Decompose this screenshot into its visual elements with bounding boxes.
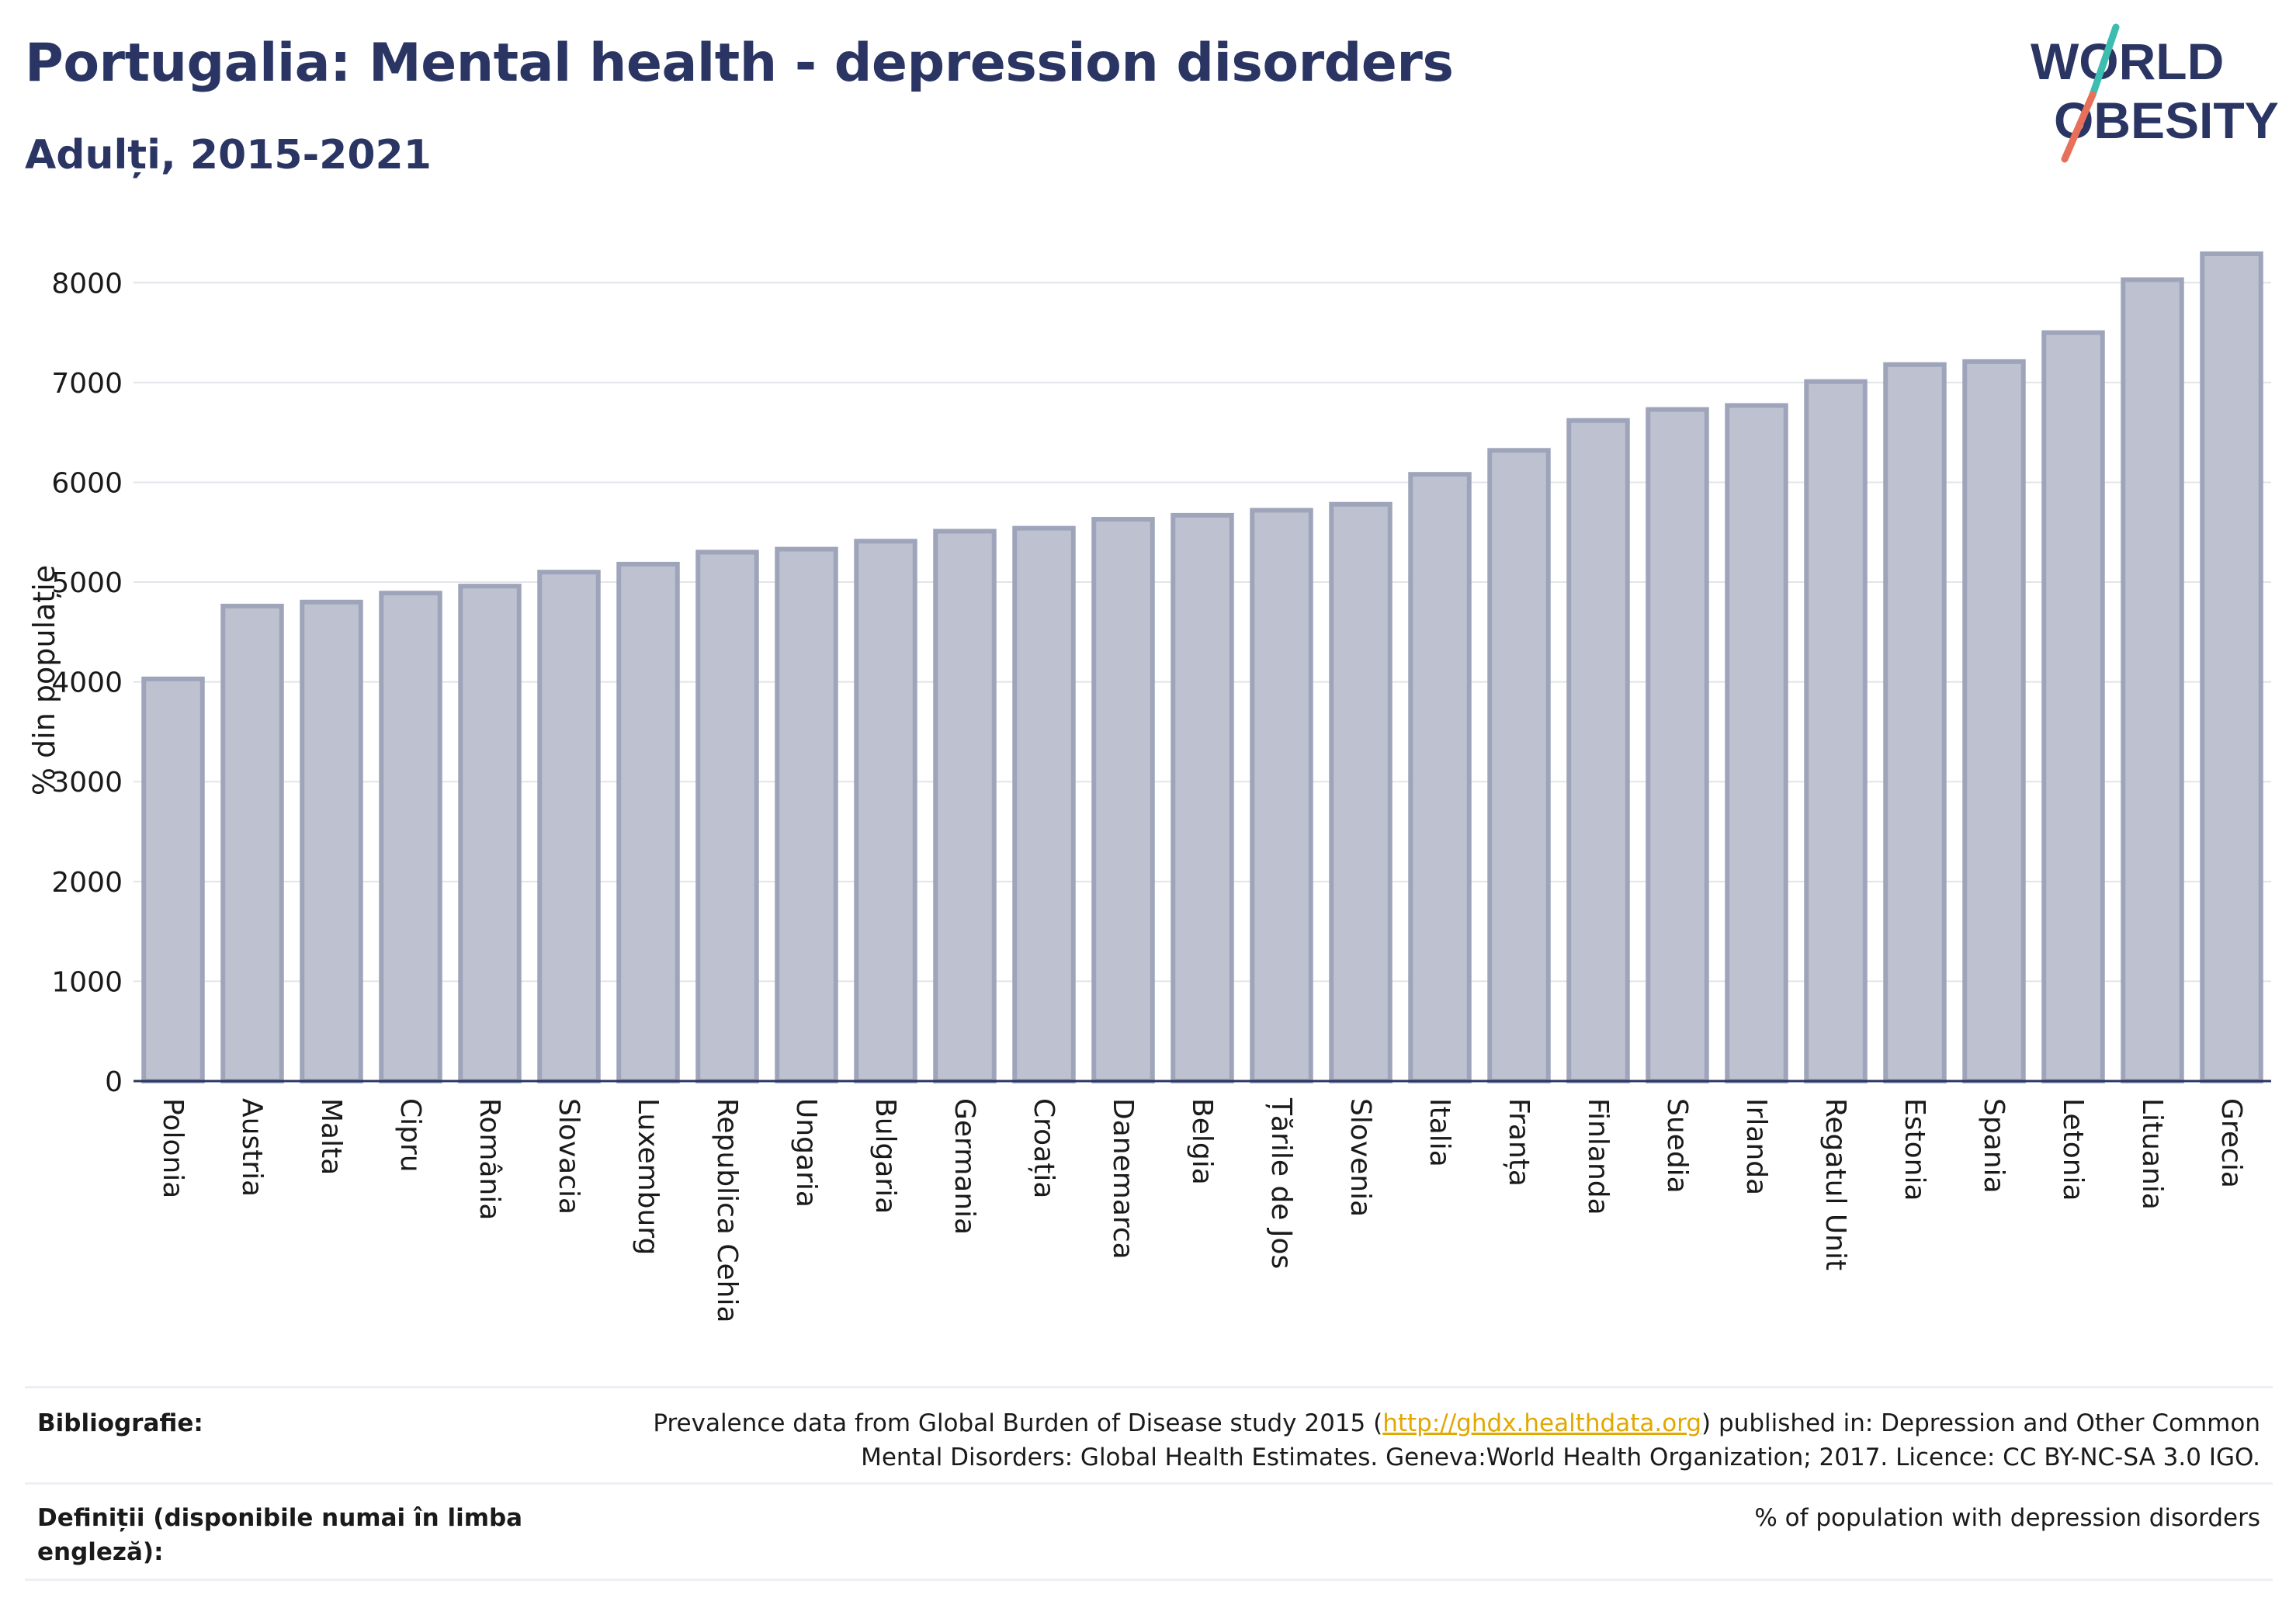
bar <box>1091 517 1155 1083</box>
footer-divider-top <box>25 1386 2273 1388</box>
x-tick-label: Irlanda <box>1740 1098 1772 1195</box>
x-tick-label: Austria <box>236 1098 268 1197</box>
bar <box>1250 508 1313 1083</box>
bar <box>537 570 601 1083</box>
x-tick-label: Grecia <box>2215 1098 2247 1188</box>
bar <box>695 549 759 1083</box>
bar <box>1725 403 1788 1083</box>
y-axis-label: % din populație <box>27 565 61 795</box>
y-tick-label: 0 <box>105 1066 123 1098</box>
x-tick-label: Finlanda <box>1582 1098 1614 1215</box>
x-tick-label: Ungaria <box>790 1098 822 1208</box>
logo-slash-teal <box>2089 23 2120 99</box>
bar-chart: 0 1000 2000 3000 4000 5000 6000 7000 8000 Polonia… <box>27 251 2271 1323</box>
bar <box>2121 277 2184 1083</box>
footer-divider-bottom <box>25 1579 2273 1581</box>
chart-subtitle: Adulți, 2015-2021 <box>25 132 432 178</box>
definitions-text: % of population with depression disorder… <box>1754 1504 2260 1532</box>
x-tick-label: Luxemburg <box>632 1098 664 1255</box>
bar <box>1329 501 1393 1083</box>
x-tick-label: Lituania <box>2136 1098 2168 1210</box>
x-tick-label: România <box>473 1098 505 1220</box>
definitions-label: Definiții (disponibile numai în limba en… <box>37 1504 523 1566</box>
bar <box>1646 407 1709 1083</box>
bar <box>1487 448 1551 1083</box>
y-tick-label: 7000 <box>51 368 123 400</box>
x-tick-label: Belgia <box>1186 1098 1218 1185</box>
bar <box>1804 379 1868 1083</box>
x-tick-label: Germania <box>949 1098 980 1235</box>
y-tick-label: 3000 <box>51 767 123 799</box>
bar <box>458 584 522 1083</box>
bars <box>141 251 2263 1084</box>
bar <box>1012 525 1076 1083</box>
x-tick-label: Slovenia <box>1344 1098 1376 1217</box>
y-tick-label: 6000 <box>51 467 123 499</box>
y-tick-label: 4000 <box>51 667 123 699</box>
bar <box>2200 251 2263 1083</box>
x-tick-label: Cipru <box>394 1098 426 1173</box>
bar <box>1171 512 1234 1083</box>
x-tick-label: Republica Cehia <box>711 1098 743 1323</box>
bar <box>1962 359 2026 1083</box>
x-tick-label: Spania <box>1978 1098 2010 1194</box>
x-tick-label: Danemarca <box>1107 1098 1139 1260</box>
bar <box>2041 330 2105 1083</box>
bibliography-label: Bibliografie: <box>37 1409 203 1437</box>
axes: 0 1000 2000 3000 4000 5000 6000 7000 8000 Polonia… <box>51 268 2271 1323</box>
bar <box>616 561 680 1083</box>
bar <box>300 599 363 1083</box>
bibliography-link[interactable]: http://ghdx.healthdata.org <box>1382 1409 1702 1437</box>
x-tick-label: Estonia <box>1899 1098 1930 1201</box>
x-tick-label: Regatul Unit <box>1819 1098 1851 1270</box>
x-tick-label: Italia <box>1424 1098 1455 1167</box>
bar <box>933 529 997 1083</box>
logo-line1: WORLD <box>2031 33 2224 90</box>
x-tick-label: Letonia <box>2057 1098 2089 1201</box>
chart-title: Portugalia: Mental health - depression d… <box>25 33 1454 94</box>
logo-slash-red <box>2061 91 2097 163</box>
y-tick-label: 5000 <box>51 567 123 599</box>
x-tick-label: Franța <box>1503 1098 1535 1187</box>
bar <box>1883 362 1947 1084</box>
x-tick-label: Suedia <box>1661 1098 1693 1194</box>
y-tick-label: 2000 <box>51 867 123 899</box>
bar <box>775 546 838 1083</box>
x-tick-label: Croația <box>1028 1098 1060 1198</box>
bar <box>379 591 442 1083</box>
world-obesity-logo: WORLD OBESITY <box>2031 23 2279 163</box>
x-tick-label: Bulgaria <box>869 1098 901 1214</box>
footer-divider-mid <box>25 1482 2273 1485</box>
bar <box>854 539 917 1083</box>
bar <box>141 676 205 1083</box>
x-tick-label: Țările de Jos <box>1265 1097 1297 1269</box>
bar <box>1408 472 1472 1083</box>
x-tick-label: Polonia <box>157 1098 189 1198</box>
x-tick-label: Malta <box>315 1098 347 1175</box>
x-tick-label: Slovacia <box>553 1098 584 1215</box>
bar <box>220 603 284 1083</box>
y-tick-label: 1000 <box>51 966 123 998</box>
y-tick-label: 8000 <box>51 268 123 300</box>
bibliography-text: Prevalence data from Global Burden of Di… <box>653 1409 2260 1471</box>
bar <box>1566 418 1630 1083</box>
